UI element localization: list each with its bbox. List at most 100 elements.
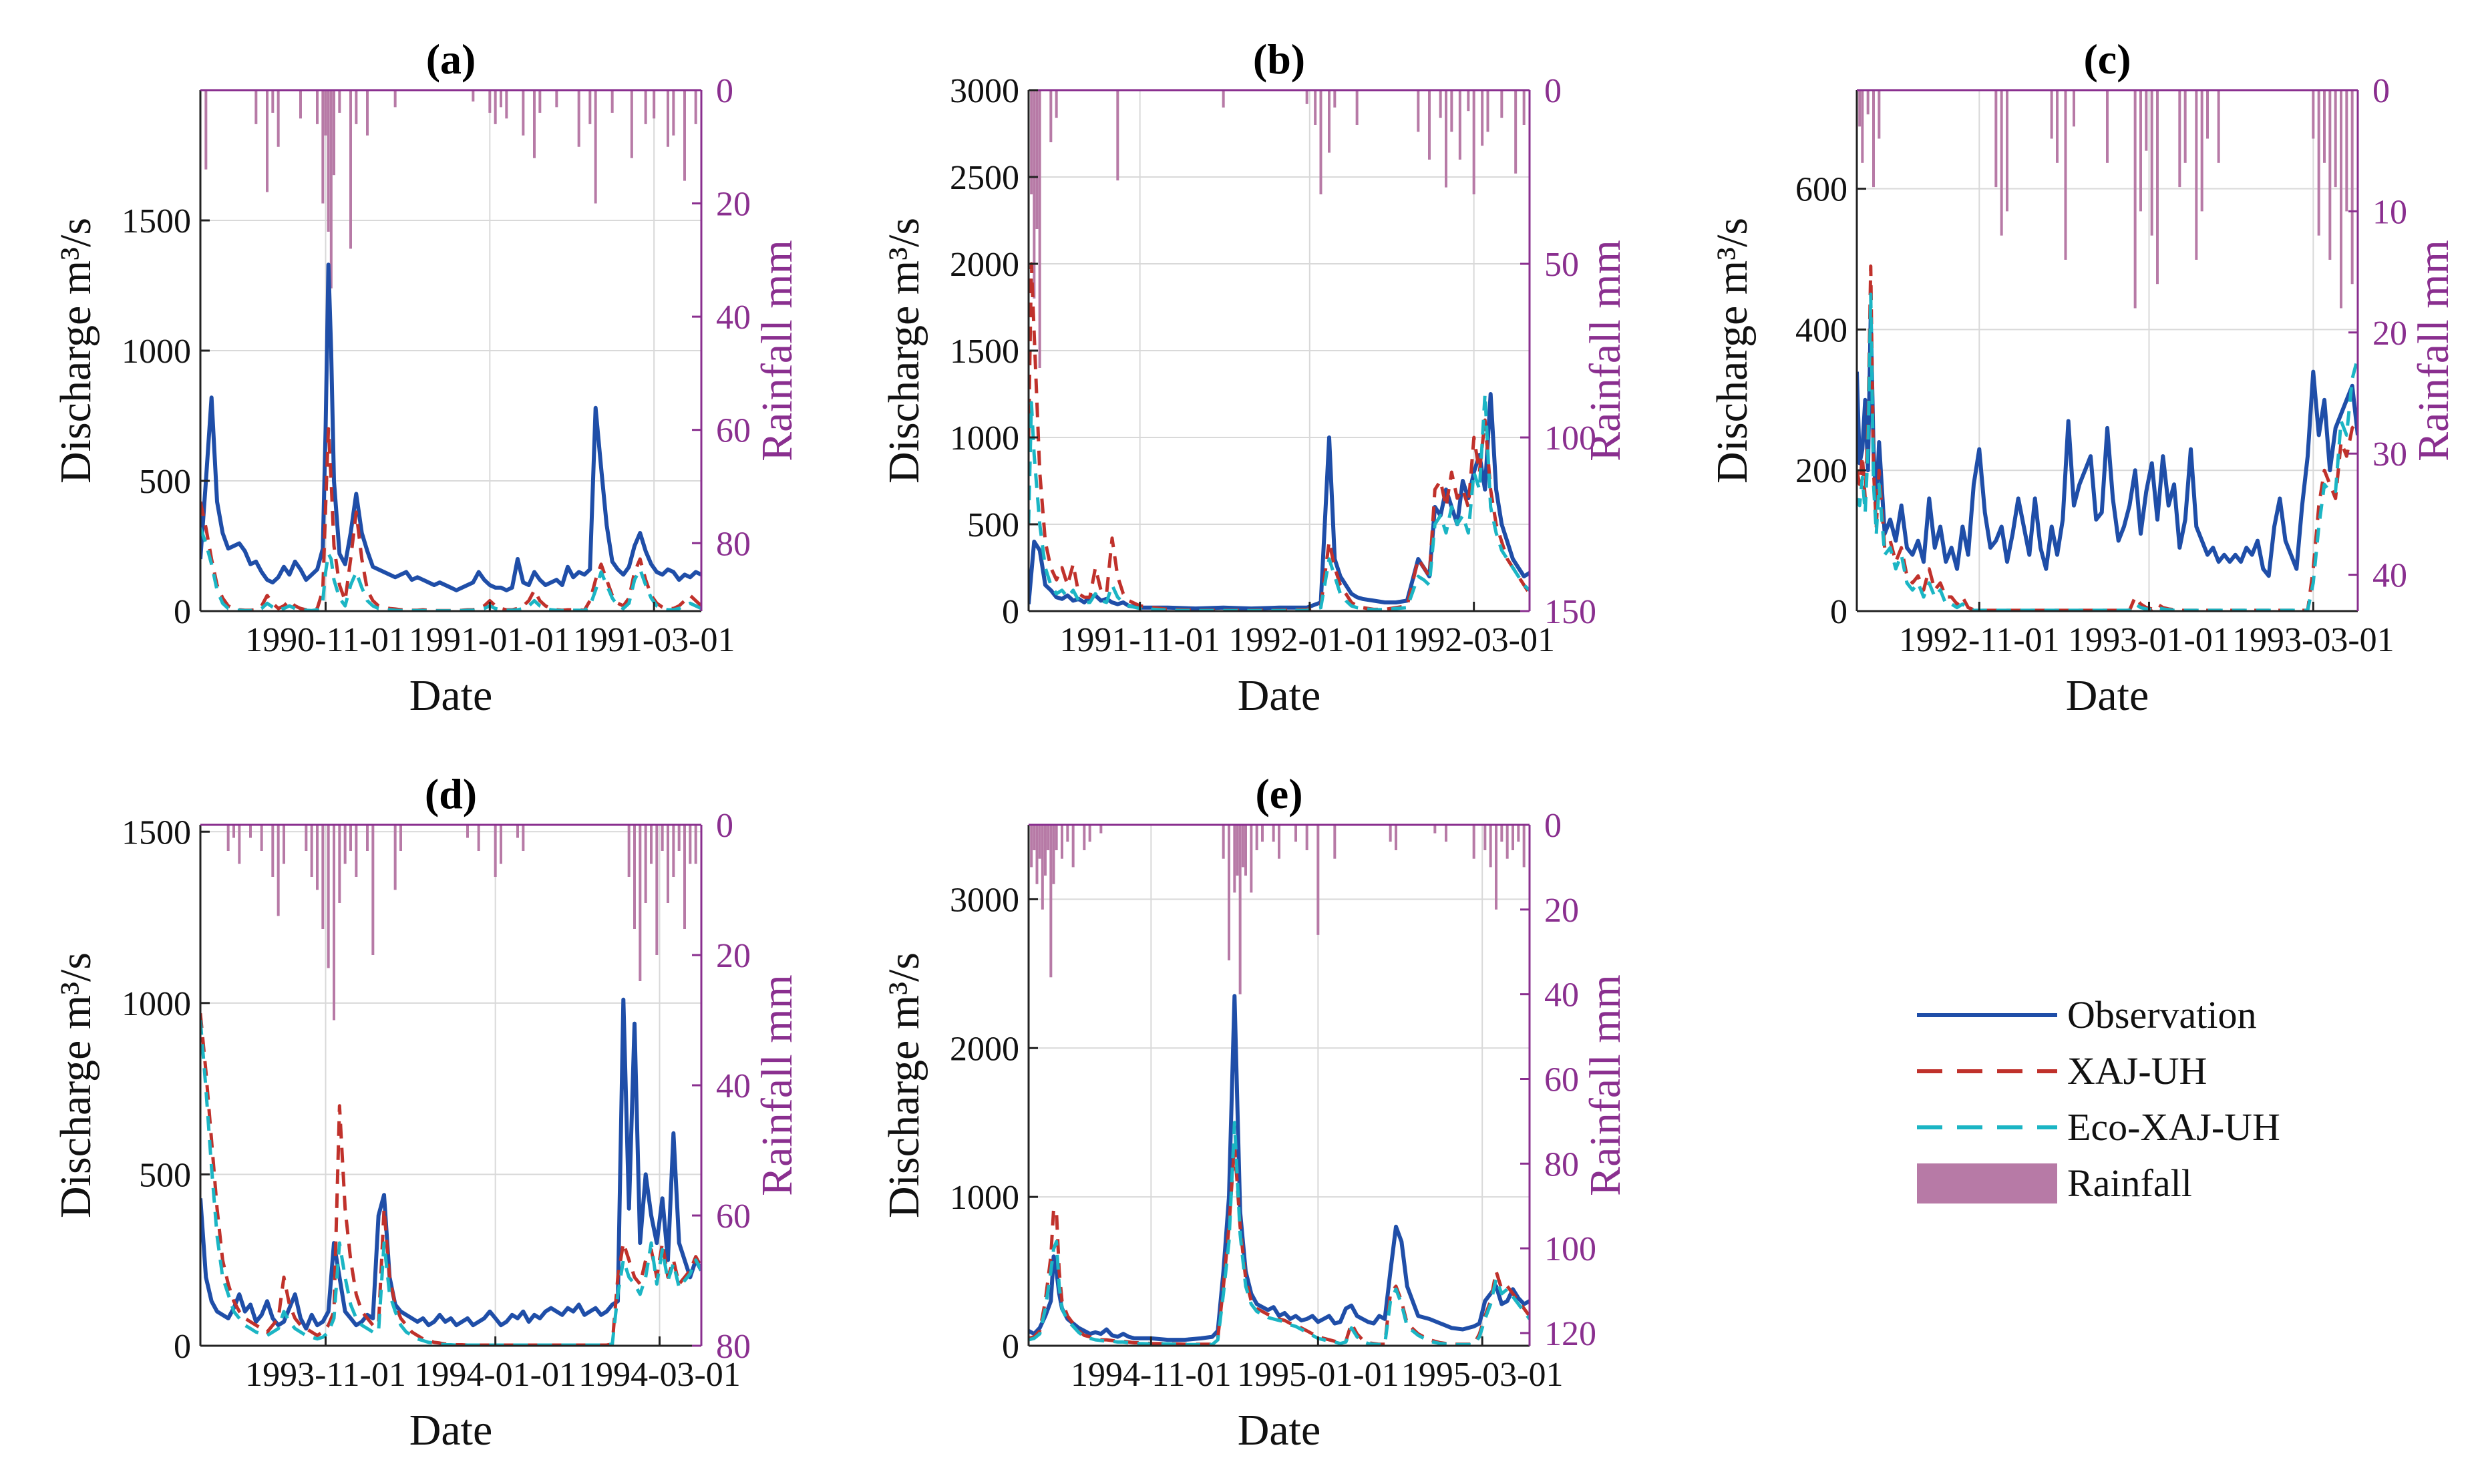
rainfall-bar	[1088, 825, 1091, 842]
rainfall-bar	[2323, 90, 2326, 163]
y-tick-label: 0	[1002, 1328, 1019, 1366]
rainfall-bar	[299, 90, 302, 119]
y-tick-label: 0	[174, 593, 191, 631]
observation-line	[1029, 994, 1530, 1342]
y-right-tick-label: 80	[716, 525, 751, 563]
rainfall-bar	[555, 90, 558, 108]
y-right-tick-label: 100	[1544, 419, 1596, 457]
rainfall-bar	[271, 825, 275, 877]
y-right-tick-label: 40	[2372, 557, 2407, 595]
y-right-tick-label: 40	[1544, 976, 1579, 1014]
y-right-tick-label: 60	[716, 1197, 751, 1236]
y-tick-label: 500	[139, 1156, 191, 1194]
rainfall-bar	[2183, 90, 2187, 163]
rainfall-bar	[2106, 90, 2109, 163]
rainfall-bar	[327, 825, 330, 968]
rainfall-bar	[1241, 825, 1244, 868]
chart-svg: 0 500 1000 1500 0 20 40 60 80 1993-11-01 1994-01-0…	[51, 770, 802, 1455]
rainfall-bar	[2000, 90, 2003, 236]
rainfall-bar	[1472, 90, 1475, 194]
rainfall-bar	[2056, 90, 2059, 163]
x-axis-label: Date	[1238, 671, 1321, 720]
plot-area	[200, 825, 701, 1346]
rainfall-bar	[1472, 825, 1475, 859]
chart-svg: 0 500 1000 1500 2000 2500 3000 0 50 100 150 1991-11…	[880, 35, 1630, 720]
y-right-tick-label: 80	[1544, 1145, 1579, 1183]
rainfall-bar	[1505, 825, 1509, 859]
rainfall-bar	[1049, 90, 1053, 142]
rainfall-bar	[1439, 90, 1442, 118]
legend-item-observation: Observation	[1917, 988, 2384, 1042]
rainfall-bar	[1512, 825, 1514, 851]
rainfall-bar	[305, 825, 308, 851]
y-right-tick-label: 0	[716, 72, 733, 110]
rainfall-bar	[1495, 825, 1497, 910]
rainfall-bar	[1319, 90, 1322, 194]
rainfall-bar	[338, 825, 341, 903]
y-right-tick-label: 0	[1544, 72, 1562, 110]
rainfall-bar	[349, 90, 352, 249]
rainfall-bar	[260, 825, 263, 851]
xaj-uh-line	[200, 427, 701, 611]
rainfall-bar	[630, 90, 633, 158]
rainfall-bar	[1450, 90, 1453, 132]
rainfall-bar	[2156, 90, 2159, 285]
rainfall-bar	[271, 90, 275, 113]
rainfall-bar	[1052, 825, 1055, 884]
rainfall-bar	[232, 825, 235, 838]
rainfall-bar	[1250, 825, 1253, 893]
y-tick-label: 500	[139, 463, 191, 501]
rainfall-bar	[1099, 825, 1103, 833]
rainfall-bar	[2328, 90, 2332, 260]
x-tick-label: 1992-11-01	[1899, 621, 2060, 659]
rainfall-bar	[653, 90, 656, 119]
y-right-tick-label: 100	[1544, 1230, 1596, 1268]
legend-label-rainfall: Rainfall	[2067, 1161, 2192, 1205]
xaj-uh-line	[200, 1012, 701, 1346]
rainfall-bar	[1305, 90, 1308, 104]
y-tick-label: 3000	[950, 881, 1019, 919]
rainfall-bar	[644, 825, 647, 903]
y-right-tick-label: 20	[1544, 892, 1579, 930]
x-tick-label: 1993-11-01	[245, 1356, 406, 1394]
rainfall-bar	[505, 90, 508, 119]
rainfall-bar	[1033, 825, 1036, 851]
legend-label-eco: Eco-XAJ-UH	[2067, 1105, 2280, 1149]
rainfall-bar	[2145, 90, 2148, 151]
rainfall-bar	[338, 90, 341, 113]
y-right-axis-label: Rainfall mm	[1581, 240, 1630, 461]
y-tick-label: 200	[1795, 452, 1847, 490]
rainfall-bar	[667, 825, 669, 903]
rainfall-bar	[672, 90, 675, 136]
y-right-tick-label: 0	[716, 807, 733, 845]
rainfall-bar	[494, 90, 497, 124]
rainfall-bar	[399, 825, 402, 851]
rainfall-bar	[594, 90, 597, 204]
y-axis-label: Discharge m³/s	[51, 952, 100, 1218]
panel-title: (b)	[1253, 35, 1305, 83]
rainfall-bar	[689, 825, 692, 864]
y-tick-label: 1000	[122, 985, 191, 1023]
rainfall-bar	[1328, 90, 1331, 153]
y-right-tick-label: 60	[1544, 1061, 1579, 1099]
rainfall-bar	[1517, 825, 1520, 842]
y-right-tick-label: 120	[1544, 1315, 1596, 1353]
panel-title: (a)	[426, 35, 476, 83]
panel-b: 0 500 1000 1500 2000 2500 3000 0 50 100 150 1991-11…	[842, 13, 1656, 741]
rainfall-bar	[500, 90, 502, 108]
rainfall-bar	[333, 825, 335, 1021]
y-right-tick-label: 0	[1544, 807, 1562, 845]
rainfall-bar	[1272, 825, 1275, 842]
rainfall-bar	[2217, 90, 2220, 163]
rainfall-bar	[1314, 90, 1317, 125]
y-tick-label: 2000	[950, 1030, 1019, 1068]
rainfall-bar	[516, 825, 519, 838]
rainfall-bar	[1489, 825, 1492, 868]
rainfall-bar	[1238, 825, 1242, 994]
y-tick-label: 2000	[950, 246, 1019, 284]
rainfall-bar	[2334, 90, 2337, 188]
rainfall-bar	[1305, 825, 1308, 851]
rainfall-bar	[1872, 90, 1875, 188]
